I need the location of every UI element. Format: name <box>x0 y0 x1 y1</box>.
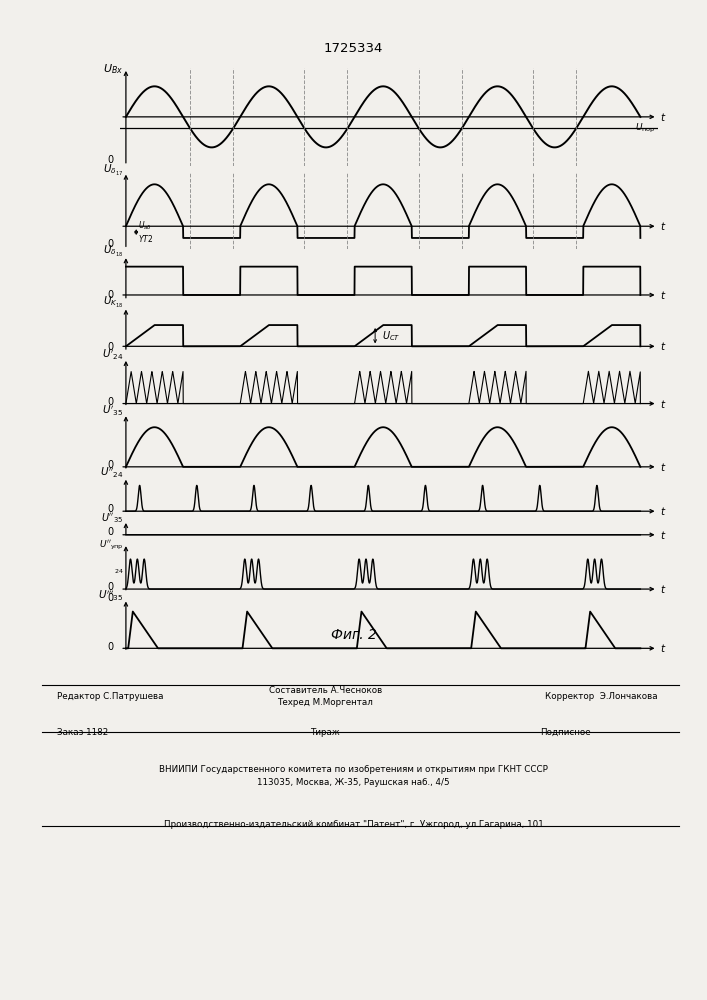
Text: ВНИИПИ Государственного комитета по изобретениям и открытиям при ГКНТ СССР: ВНИИПИ Государственного комитета по изоб… <box>159 765 548 774</box>
Text: $t$: $t$ <box>660 111 666 123</box>
Text: $0$: $0$ <box>107 591 115 603</box>
Text: $t$: $t$ <box>660 642 666 654</box>
Text: $0$: $0$ <box>107 153 115 165</box>
Text: $U_{\delta_{18}}$: $U_{\delta_{18}}$ <box>103 244 124 259</box>
Text: Техред М.Моргентал: Техред М.Моргентал <box>277 698 373 707</box>
Text: $U'_{35}$: $U'_{35}$ <box>103 404 124 418</box>
Text: $0$: $0$ <box>107 340 115 352</box>
Text: $t$: $t$ <box>660 529 666 541</box>
Text: $U''_{24}$: $U''_{24}$ <box>100 466 124 480</box>
Text: $0$: $0$ <box>107 640 115 652</box>
Text: $U_{K_{18}}$: $U_{K_{18}}$ <box>103 295 124 310</box>
Text: Фиг. 2: Фиг. 2 <box>331 628 376 642</box>
Text: $U'''_{35}$: $U'''_{35}$ <box>98 589 124 603</box>
Text: $U_{CT}$: $U_{CT}$ <box>382 329 400 343</box>
Text: $0$: $0$ <box>107 395 115 407</box>
Text: $_{24}$: $_{24}$ <box>114 567 124 576</box>
Text: Тираж: Тираж <box>310 728 340 737</box>
Text: $U_{a\delta}$
$YT2$: $U_{a\delta}$ $YT2$ <box>139 220 154 244</box>
Text: $U'_{24}$: $U'_{24}$ <box>102 348 124 362</box>
Text: Корректор  Э.Лончакова: Корректор Э.Лончакова <box>544 692 658 701</box>
Text: Составитель А.Чесноков: Составитель А.Чесноков <box>269 686 382 695</box>
Text: $0$: $0$ <box>107 288 115 300</box>
Text: $0$: $0$ <box>107 458 115 470</box>
Text: $U_{\delta_{17}}$: $U_{\delta_{17}}$ <box>103 163 124 178</box>
Text: $t$: $t$ <box>660 220 666 232</box>
Text: $U''_{\text{упр}}$: $U''_{\text{упр}}$ <box>99 539 124 552</box>
Text: $U_{Bx}$: $U_{Bx}$ <box>103 62 124 76</box>
Text: 113035, Москва, Ж-35, Раушская наб., 4/5: 113035, Москва, Ж-35, Раушская наб., 4/5 <box>257 778 450 787</box>
Text: $0$: $0$ <box>107 580 115 592</box>
Text: $U_{\text{пор}}$: $U_{\text{пор}}$ <box>635 122 655 135</box>
Text: $U''_{35}$: $U''_{35}$ <box>102 511 124 525</box>
Text: Производственно-издательский комбинат "Патент", г. Ужгород, ул.Гагарина, 101: Производственно-издательский комбинат "П… <box>163 820 544 829</box>
Text: $t$: $t$ <box>660 340 666 352</box>
Text: Редактор С.Патрушева: Редактор С.Патрушева <box>57 692 163 701</box>
Text: $t$: $t$ <box>660 505 666 517</box>
Text: Подписное: Подписное <box>540 728 591 737</box>
Text: $t$: $t$ <box>660 398 666 410</box>
Text: $t$: $t$ <box>660 461 666 473</box>
Text: Заказ 1182: Заказ 1182 <box>57 728 107 737</box>
Text: 1725334: 1725334 <box>324 42 383 55</box>
Text: $0$: $0$ <box>107 525 115 537</box>
Text: $0$: $0$ <box>107 502 115 514</box>
Text: $0$: $0$ <box>107 237 115 249</box>
Text: $t$: $t$ <box>660 289 666 301</box>
Text: $t$: $t$ <box>660 583 666 595</box>
